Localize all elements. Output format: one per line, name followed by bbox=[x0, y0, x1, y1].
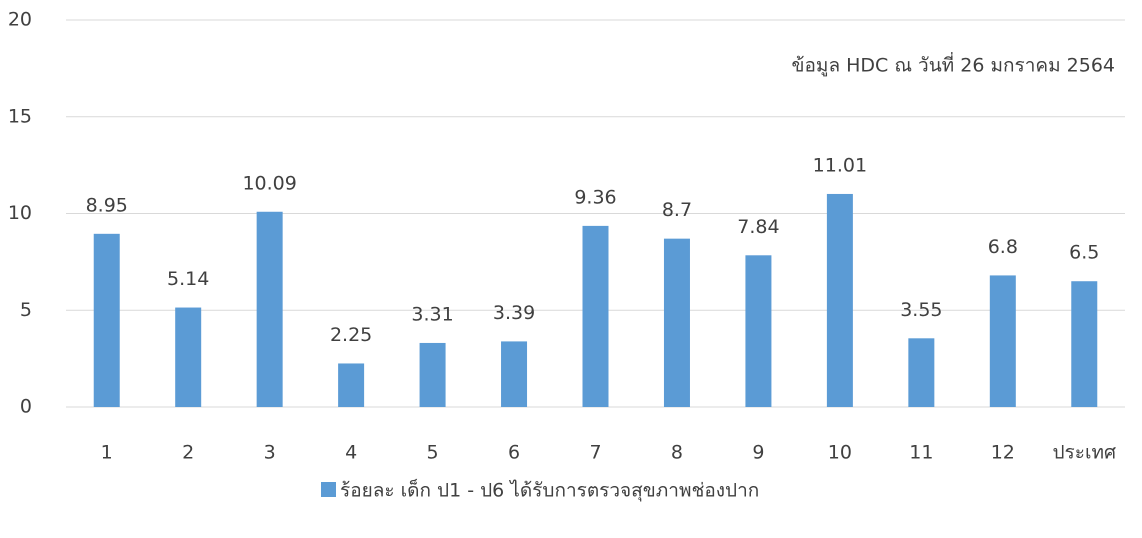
x-tick-label: 3 bbox=[264, 442, 276, 464]
x-tick-label: 1 bbox=[101, 442, 113, 464]
data-label: 6.8 bbox=[988, 236, 1018, 258]
x-tick-label: 4 bbox=[345, 442, 357, 464]
x-tick-label: 2 bbox=[182, 442, 194, 464]
x-tick-label: 9 bbox=[752, 442, 764, 464]
bar bbox=[338, 363, 365, 407]
bar bbox=[908, 338, 935, 407]
x-tick-label: ประเทศ bbox=[1052, 442, 1116, 464]
annotation: ข้อมูล HDC ณ วันที่ 26 มกราคม 2564 bbox=[792, 52, 1115, 77]
y-tick-label: 10 bbox=[8, 202, 32, 224]
legend-swatch bbox=[321, 482, 336, 497]
y-tick-label: 5 bbox=[20, 299, 32, 321]
data-label: 8.7 bbox=[662, 199, 692, 221]
x-tick-label: 11 bbox=[909, 442, 933, 464]
data-label: 11.01 bbox=[813, 154, 867, 176]
data-label: 3.39 bbox=[493, 302, 535, 324]
legend-label: ร้อยละ เด็ก ป1 - ป6 ได้รับการตรวจสุขภาพช… bbox=[340, 478, 759, 503]
data-label: 8.95 bbox=[86, 194, 128, 216]
bar bbox=[419, 342, 446, 407]
data-label: 9.36 bbox=[574, 186, 616, 208]
y-tick-label: 20 bbox=[8, 9, 32, 31]
x-tick-label: 5 bbox=[427, 442, 439, 464]
x-tick-label: 7 bbox=[589, 442, 601, 464]
y-tick-label: 15 bbox=[8, 105, 32, 127]
data-label: 10.09 bbox=[242, 172, 296, 194]
x-tick-label: 12 bbox=[991, 442, 1015, 464]
bar bbox=[663, 238, 690, 407]
x-tick-label: 6 bbox=[508, 442, 520, 464]
x-tick-label: 8 bbox=[671, 442, 683, 464]
bar bbox=[256, 211, 283, 407]
bar bbox=[745, 255, 772, 407]
bar bbox=[93, 233, 120, 407]
data-label: 7.84 bbox=[737, 216, 779, 238]
bar bbox=[175, 307, 202, 407]
data-label: 3.31 bbox=[411, 303, 453, 325]
x-tick-label: 10 bbox=[828, 442, 852, 464]
data-label: 6.5 bbox=[1069, 242, 1099, 264]
bar bbox=[501, 341, 528, 407]
data-label: 5.14 bbox=[167, 268, 209, 290]
y-tick-label: 0 bbox=[20, 396, 32, 418]
data-label: 2.25 bbox=[330, 324, 372, 346]
data-label: 3.55 bbox=[900, 299, 942, 321]
bar bbox=[1071, 281, 1098, 407]
bar bbox=[989, 275, 1016, 407]
bar bbox=[826, 193, 853, 407]
bar bbox=[582, 225, 609, 407]
